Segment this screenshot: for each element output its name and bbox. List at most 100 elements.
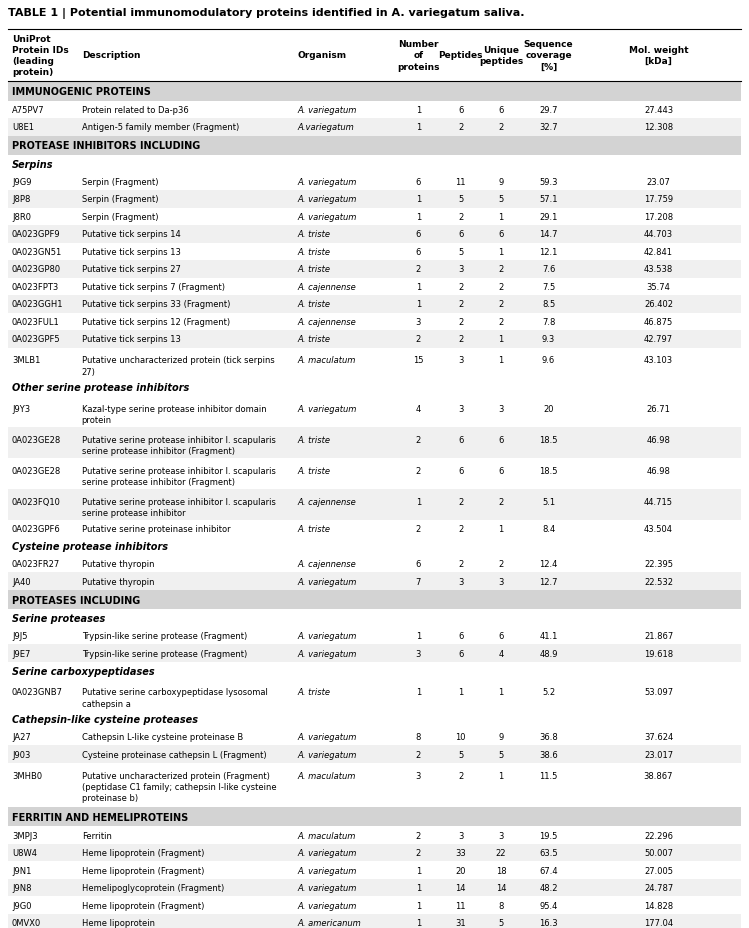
Text: 1: 1 bbox=[416, 901, 421, 909]
Text: Putative thyropin: Putative thyropin bbox=[82, 560, 154, 569]
Text: 3: 3 bbox=[416, 649, 421, 658]
Text: 5: 5 bbox=[458, 248, 463, 256]
Text: UniProt
Protein IDs
(leading
protein): UniProt Protein IDs (leading protein) bbox=[12, 35, 69, 77]
Text: A. variegatum: A. variegatum bbox=[298, 750, 357, 759]
Text: 1: 1 bbox=[458, 688, 463, 697]
Text: 12.1: 12.1 bbox=[539, 248, 558, 256]
Bar bbox=[8, 396, 741, 428]
Text: 7.6: 7.6 bbox=[542, 265, 555, 274]
Text: A. cajennense: A. cajennense bbox=[298, 560, 357, 569]
Bar bbox=[8, 208, 741, 226]
Text: 3: 3 bbox=[458, 265, 464, 274]
Text: 17.208: 17.208 bbox=[644, 213, 673, 222]
Text: 7: 7 bbox=[416, 577, 421, 586]
Text: 6: 6 bbox=[458, 230, 464, 239]
Text: A. cajennense: A. cajennense bbox=[298, 317, 357, 327]
Text: 6: 6 bbox=[416, 560, 421, 569]
Text: Putative tick serpins 7 (Fragment): Putative tick serpins 7 (Fragment) bbox=[82, 282, 225, 291]
Text: Serpin (Fragment): Serpin (Fragment) bbox=[82, 213, 158, 222]
Text: 6: 6 bbox=[498, 467, 503, 475]
Text: 6: 6 bbox=[498, 435, 503, 445]
Text: 1: 1 bbox=[416, 688, 421, 697]
Text: 0A023GN51: 0A023GN51 bbox=[12, 248, 62, 256]
Text: 15: 15 bbox=[413, 356, 424, 365]
Text: A. variegatum: A. variegatum bbox=[298, 848, 357, 857]
Text: 11: 11 bbox=[455, 901, 466, 909]
Text: Putative serine protease inhibitor I. scapularis
serine protease inhibitor (Frag: Putative serine protease inhibitor I. sc… bbox=[82, 467, 276, 486]
Text: 43.504: 43.504 bbox=[644, 524, 673, 534]
Bar bbox=[8, 521, 741, 538]
Text: 3MLB1: 3MLB1 bbox=[12, 356, 40, 365]
Text: 48.9: 48.9 bbox=[539, 649, 558, 658]
Text: 1: 1 bbox=[416, 883, 421, 893]
Text: Putative thyropin: Putative thyropin bbox=[82, 577, 154, 586]
Text: 1: 1 bbox=[416, 282, 421, 291]
Bar bbox=[8, 896, 741, 914]
Text: 14: 14 bbox=[455, 883, 466, 893]
Text: 6: 6 bbox=[458, 632, 464, 640]
Text: 6: 6 bbox=[458, 106, 464, 115]
Text: 33: 33 bbox=[455, 848, 466, 857]
Text: J9Y3: J9Y3 bbox=[12, 405, 30, 414]
Text: 6: 6 bbox=[498, 632, 503, 640]
Text: 6: 6 bbox=[498, 230, 503, 239]
Text: J9N8: J9N8 bbox=[12, 883, 31, 893]
Text: Cysteine proteinase cathepsin L (Fragment): Cysteine proteinase cathepsin L (Fragmen… bbox=[82, 750, 266, 759]
Text: 9: 9 bbox=[498, 177, 503, 187]
Bar bbox=[8, 348, 741, 380]
Text: Cathepsin L-like cysteine proteinase B: Cathepsin L-like cysteine proteinase B bbox=[82, 732, 243, 741]
Text: Putative serine protease inhibitor I. scapularis
serine protease inhibitor: Putative serine protease inhibitor I. sc… bbox=[82, 497, 276, 518]
Text: 48.2: 48.2 bbox=[539, 883, 558, 893]
Text: 6: 6 bbox=[458, 649, 464, 658]
Text: 23.07: 23.07 bbox=[646, 177, 670, 187]
Text: 1: 1 bbox=[416, 195, 421, 204]
Text: A. cajennense: A. cajennense bbox=[298, 497, 357, 507]
Text: Putative tick serpins 12 (Fragment): Putative tick serpins 12 (Fragment) bbox=[82, 317, 230, 327]
Text: A. variegatum: A. variegatum bbox=[298, 632, 357, 640]
Text: 2: 2 bbox=[458, 524, 463, 534]
Text: 0A023GE28: 0A023GE28 bbox=[12, 435, 61, 445]
Text: 16.3: 16.3 bbox=[539, 919, 558, 927]
Text: 6: 6 bbox=[416, 177, 421, 187]
Text: 29.7: 29.7 bbox=[539, 106, 558, 115]
Text: 7.8: 7.8 bbox=[542, 317, 555, 327]
Text: J903: J903 bbox=[12, 750, 31, 759]
Bar bbox=[8, 380, 741, 396]
Text: A. variegatum: A. variegatum bbox=[298, 649, 357, 658]
Text: A. triste: A. triste bbox=[298, 467, 331, 475]
Text: 0A023GNB7: 0A023GNB7 bbox=[12, 688, 63, 697]
Text: J9G9: J9G9 bbox=[12, 177, 31, 187]
Text: 5: 5 bbox=[458, 750, 463, 759]
Text: 0MVX0: 0MVX0 bbox=[12, 919, 41, 927]
Text: 5.1: 5.1 bbox=[542, 497, 555, 507]
Text: 27.443: 27.443 bbox=[644, 106, 673, 115]
Text: 23.017: 23.017 bbox=[644, 750, 673, 759]
Text: J9G0: J9G0 bbox=[12, 901, 31, 909]
Text: Putative uncharacterized protein (Fragment)
(peptidase C1 family; cathepsin l-li: Putative uncharacterized protein (Fragme… bbox=[82, 771, 276, 803]
Text: TABLE 1 | Potential immunomodulatory proteins identified in A. variegatum saliva: TABLE 1 | Potential immunomodulatory pro… bbox=[8, 8, 524, 19]
Text: 2: 2 bbox=[498, 560, 503, 569]
Text: 5: 5 bbox=[458, 195, 463, 204]
Text: 5.2: 5.2 bbox=[542, 688, 555, 697]
Text: 46.98: 46.98 bbox=[646, 467, 670, 475]
Text: 3MHB0: 3MHB0 bbox=[12, 771, 42, 780]
Bar bbox=[8, 663, 741, 680]
Text: 27.005: 27.005 bbox=[644, 866, 673, 875]
Text: U8E1: U8E1 bbox=[12, 123, 34, 132]
Text: 41.1: 41.1 bbox=[539, 632, 558, 640]
Text: 44.715: 44.715 bbox=[644, 497, 673, 507]
Text: 0A023GE28: 0A023GE28 bbox=[12, 467, 61, 475]
Text: Putative tick serpins 27: Putative tick serpins 27 bbox=[82, 265, 181, 274]
Bar bbox=[8, 680, 741, 711]
Text: 22.296: 22.296 bbox=[644, 831, 673, 840]
Text: A. triste: A. triste bbox=[298, 524, 331, 534]
Text: 6: 6 bbox=[458, 435, 464, 445]
Text: 42.841: 42.841 bbox=[644, 248, 673, 256]
Text: 12.308: 12.308 bbox=[644, 123, 673, 132]
Text: Unique
peptides: Unique peptides bbox=[479, 45, 523, 66]
Bar bbox=[8, 555, 741, 573]
Text: 8: 8 bbox=[498, 901, 503, 909]
Text: 0A023GPF9: 0A023GPF9 bbox=[12, 230, 61, 239]
Text: 1: 1 bbox=[498, 524, 503, 534]
Bar bbox=[8, 590, 741, 610]
